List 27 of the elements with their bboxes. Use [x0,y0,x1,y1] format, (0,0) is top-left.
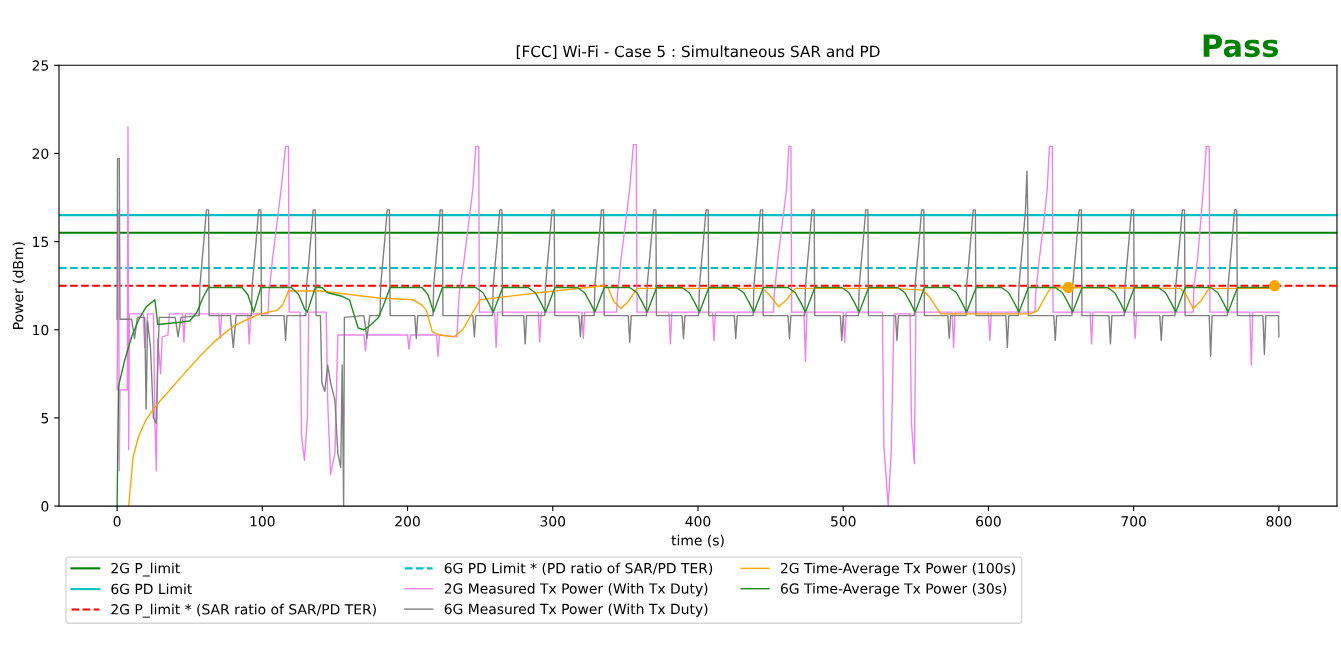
y-tick-label: 10 [33,324,49,336]
x-tick-label: 0 [113,516,121,527]
y-tick-label: 20 [32,148,49,159]
legend-label: 6G Time-Average Tx Power (30s) [780,583,1007,597]
x-axis-title: time (s) [671,534,724,548]
x-tick-label: 200 [395,516,420,527]
y-tick-label: 5 [41,413,49,424]
x-tick-label: 800 [1266,516,1292,527]
x-tick-label: 400 [685,516,711,527]
x-tick-label: 700 [1121,516,1146,527]
legend-label: 2G P_limit [111,562,180,577]
legend-label: 6G PD Limit [111,583,192,595]
y-axis-title: Power (dBm) [12,242,25,329]
chart-title: [FCC] Wi-Fi - Case 5 : Simultaneous SAR and PD [516,45,880,59]
x-tick-label: 500 [831,516,856,527]
legend-label: 6G Measured Tx Power (With Tx Duty) [444,603,708,617]
x-tick-label: 300 [540,516,566,527]
y-tick-label: 0 [41,501,49,512]
x-tick-label: 600 [976,516,1001,527]
legend-label: 2G Time-Average Tx Power (100s) [780,562,1016,577]
legend-label: 2G P_limit * (SAR ratio of SAR/PD TER) [111,603,376,618]
legend-label: 6G PD Limit * (PD ratio of SAR/PD TER) [444,562,713,576]
text: Pass [1203,34,1279,58]
y-tick-label: 25 [32,60,49,71]
y-tick-label: 15 [33,236,49,248]
legend-label: 2G Measured Tx Power (With Tx Duty) [444,583,708,597]
x-tick-label: 100 [250,516,275,527]
